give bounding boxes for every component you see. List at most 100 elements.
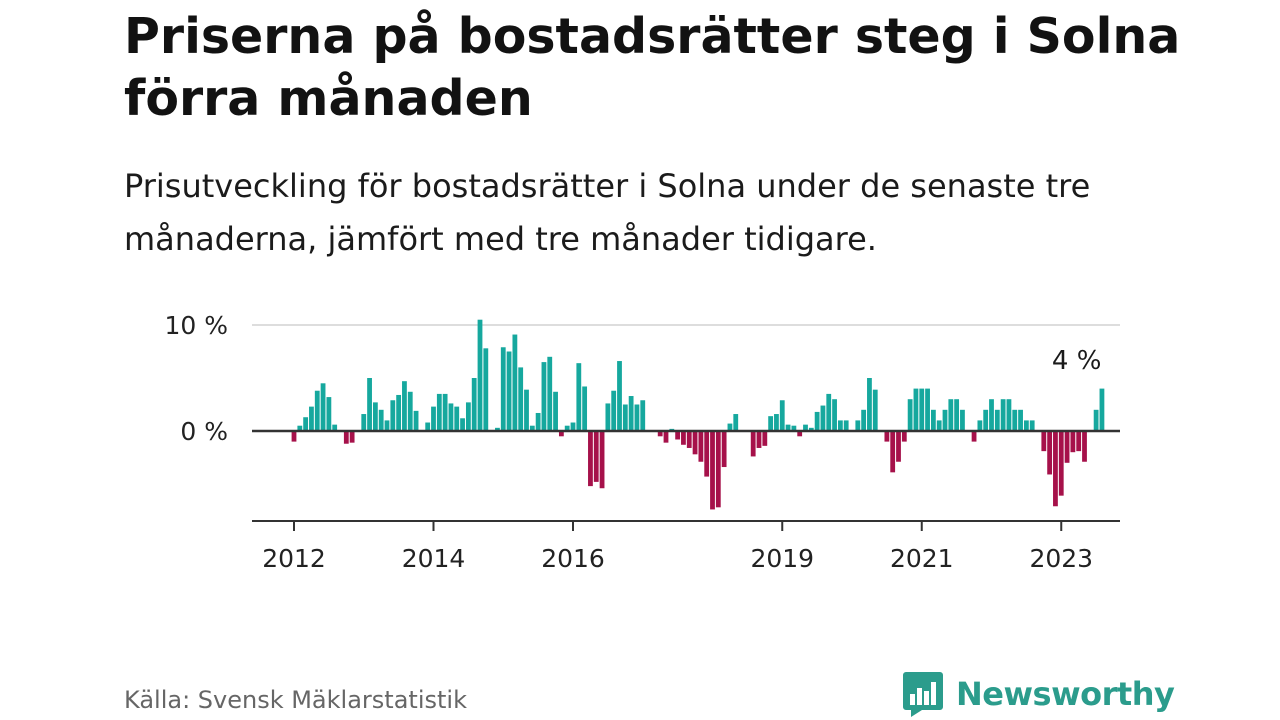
bar-50 — [512, 334, 518, 431]
bar-18 — [326, 397, 332, 431]
bar-86 — [721, 431, 727, 468]
bar-100 — [803, 424, 808, 431]
bar-14 — [303, 417, 309, 431]
bar-54 — [535, 412, 541, 431]
bar-69 — [622, 404, 628, 431]
bar-147 — [1076, 431, 1082, 452]
y-tick-label-10: 10 % — [164, 311, 228, 340]
bar-22 — [349, 431, 355, 443]
bar-17 — [320, 383, 326, 431]
x-tick-label-2016: 2016 — [541, 544, 605, 573]
bar-63 — [588, 431, 593, 487]
bar-93 — [762, 431, 768, 446]
bar-45 — [483, 348, 489, 431]
bar-19 — [332, 424, 338, 431]
bar-42 — [465, 402, 471, 431]
x-tick-2012: 2012 — [262, 521, 326, 573]
bar-21 — [343, 431, 349, 444]
bar-116 — [896, 431, 901, 462]
bar-94 — [768, 416, 774, 431]
bar-28 — [384, 420, 390, 431]
bar-32 — [407, 391, 413, 431]
bar-96 — [779, 400, 785, 431]
x-tick-2014: 2014 — [402, 521, 466, 573]
bar-72 — [640, 400, 646, 431]
bar-107 — [843, 420, 849, 431]
bar-70 — [628, 396, 634, 431]
bar-13 — [297, 425, 303, 431]
bar-35 — [425, 422, 431, 431]
bar-58 — [558, 431, 564, 437]
bar-151 — [1099, 388, 1105, 431]
bar-123 — [936, 420, 942, 431]
bar-16 — [314, 390, 320, 431]
bar-51 — [518, 367, 524, 431]
bar-91 — [750, 431, 756, 457]
bar-76 — [663, 431, 669, 443]
x-tick-2021: 2021 — [890, 521, 954, 573]
bar-95 — [774, 414, 779, 431]
brand-name: Newsworthy — [956, 675, 1175, 713]
bar-57 — [553, 391, 558, 431]
bar-118 — [907, 399, 913, 431]
bar-117 — [901, 431, 907, 442]
bar-41 — [460, 418, 465, 431]
bar-71 — [634, 404, 640, 431]
bar-39 — [448, 403, 454, 431]
bar-99 — [797, 431, 803, 437]
bar-25 — [367, 378, 372, 431]
bar-103 — [820, 405, 826, 431]
bar-37 — [436, 393, 442, 431]
bar-126 — [954, 399, 960, 431]
bar-87 — [727, 423, 733, 431]
bar-64 — [593, 431, 599, 482]
bar-83 — [704, 431, 710, 477]
bar-132 — [989, 399, 994, 431]
bar-133 — [994, 409, 1000, 431]
x-tick-label-2019: 2019 — [750, 544, 814, 573]
bar-52 — [524, 389, 529, 431]
x-tick-2016: 2016 — [541, 521, 605, 573]
bar-142 — [1047, 431, 1053, 475]
bar-141 — [1041, 431, 1047, 452]
bar-53 — [529, 425, 535, 431]
bar-145 — [1064, 431, 1070, 463]
bar-125 — [948, 399, 954, 431]
bar-79 — [681, 431, 686, 445]
brand-logo: Newsworthy — [902, 670, 1175, 718]
bar-143 — [1053, 431, 1058, 507]
bar-114 — [884, 431, 890, 442]
bar-120 — [919, 388, 925, 431]
bar-101 — [808, 427, 814, 431]
bar-38 — [442, 393, 448, 431]
bar-48 — [500, 347, 506, 431]
bar-55 — [541, 362, 547, 431]
bar-27 — [378, 409, 384, 431]
bar-29 — [390, 400, 396, 431]
bar-88 — [733, 414, 739, 431]
bar-33 — [413, 410, 419, 431]
bar-138 — [1023, 420, 1029, 431]
bar-112 — [872, 389, 878, 431]
bar-36 — [431, 406, 436, 431]
bar-12 — [291, 431, 297, 442]
newsworthy-logo-icon — [903, 672, 943, 717]
bar-109 — [855, 420, 861, 431]
bar-144 — [1058, 431, 1064, 496]
bar-98 — [791, 425, 797, 431]
bar-121 — [925, 388, 930, 431]
bar-24 — [361, 414, 367, 431]
bar-129 — [971, 431, 977, 442]
bar-78 — [675, 431, 681, 440]
bar-40 — [454, 406, 460, 431]
bar-106 — [837, 420, 843, 431]
bar-75 — [657, 431, 663, 437]
bars-group — [291, 319, 1105, 510]
bar-44 — [477, 319, 483, 431]
bar-110 — [861, 409, 867, 431]
bar-26 — [372, 402, 378, 431]
bar-139 — [1029, 420, 1035, 431]
x-tick-label-2014: 2014 — [402, 544, 466, 573]
bar-30 — [396, 394, 402, 431]
